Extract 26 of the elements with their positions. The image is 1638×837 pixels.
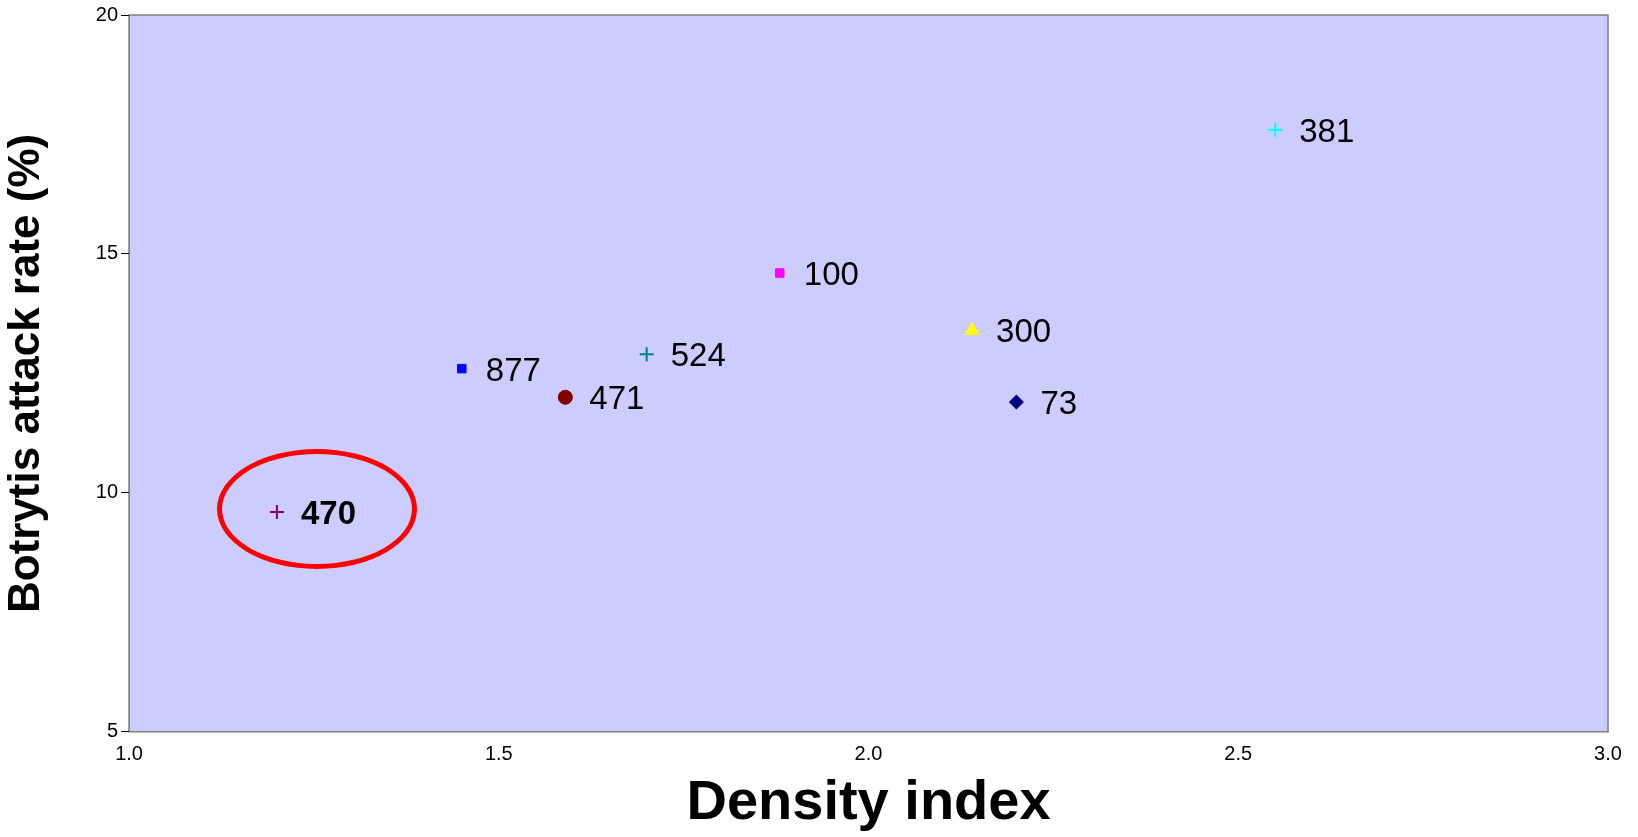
- x-tick-label: 1.0: [115, 742, 143, 765]
- y-tick-label: 10: [95, 480, 119, 503]
- series-label: 100: [803, 255, 859, 293]
- x-tick-label: 1.5: [484, 742, 513, 765]
- series-label: 877: [485, 350, 541, 388]
- point: [775, 268, 785, 278]
- x-tick-label: 2.5: [1224, 742, 1253, 765]
- x-tick-label: 2.0: [854, 742, 883, 765]
- x-axis-title: Density index: [686, 767, 1051, 831]
- y-tick-label: 20: [95, 2, 119, 25]
- y-axis-title: Botrytis attack rate (%): [0, 133, 48, 614]
- series-label: 300: [996, 312, 1052, 350]
- point: [638, 346, 655, 363]
- series-label: 471: [589, 379, 645, 417]
- series-label: 470: [300, 494, 356, 532]
- y-tick-label: 15: [95, 241, 119, 264]
- y-tick-label: 5: [106, 719, 119, 742]
- point: [268, 503, 285, 520]
- point: [1008, 394, 1024, 410]
- series-label: 73: [1040, 384, 1078, 422]
- series-label: 524: [670, 336, 726, 374]
- x-tick-label: 3.0: [1594, 742, 1622, 765]
- series-label: 381: [1299, 111, 1355, 149]
- point: [457, 363, 467, 374]
- point: [1267, 121, 1284, 138]
- point: [557, 389, 573, 405]
